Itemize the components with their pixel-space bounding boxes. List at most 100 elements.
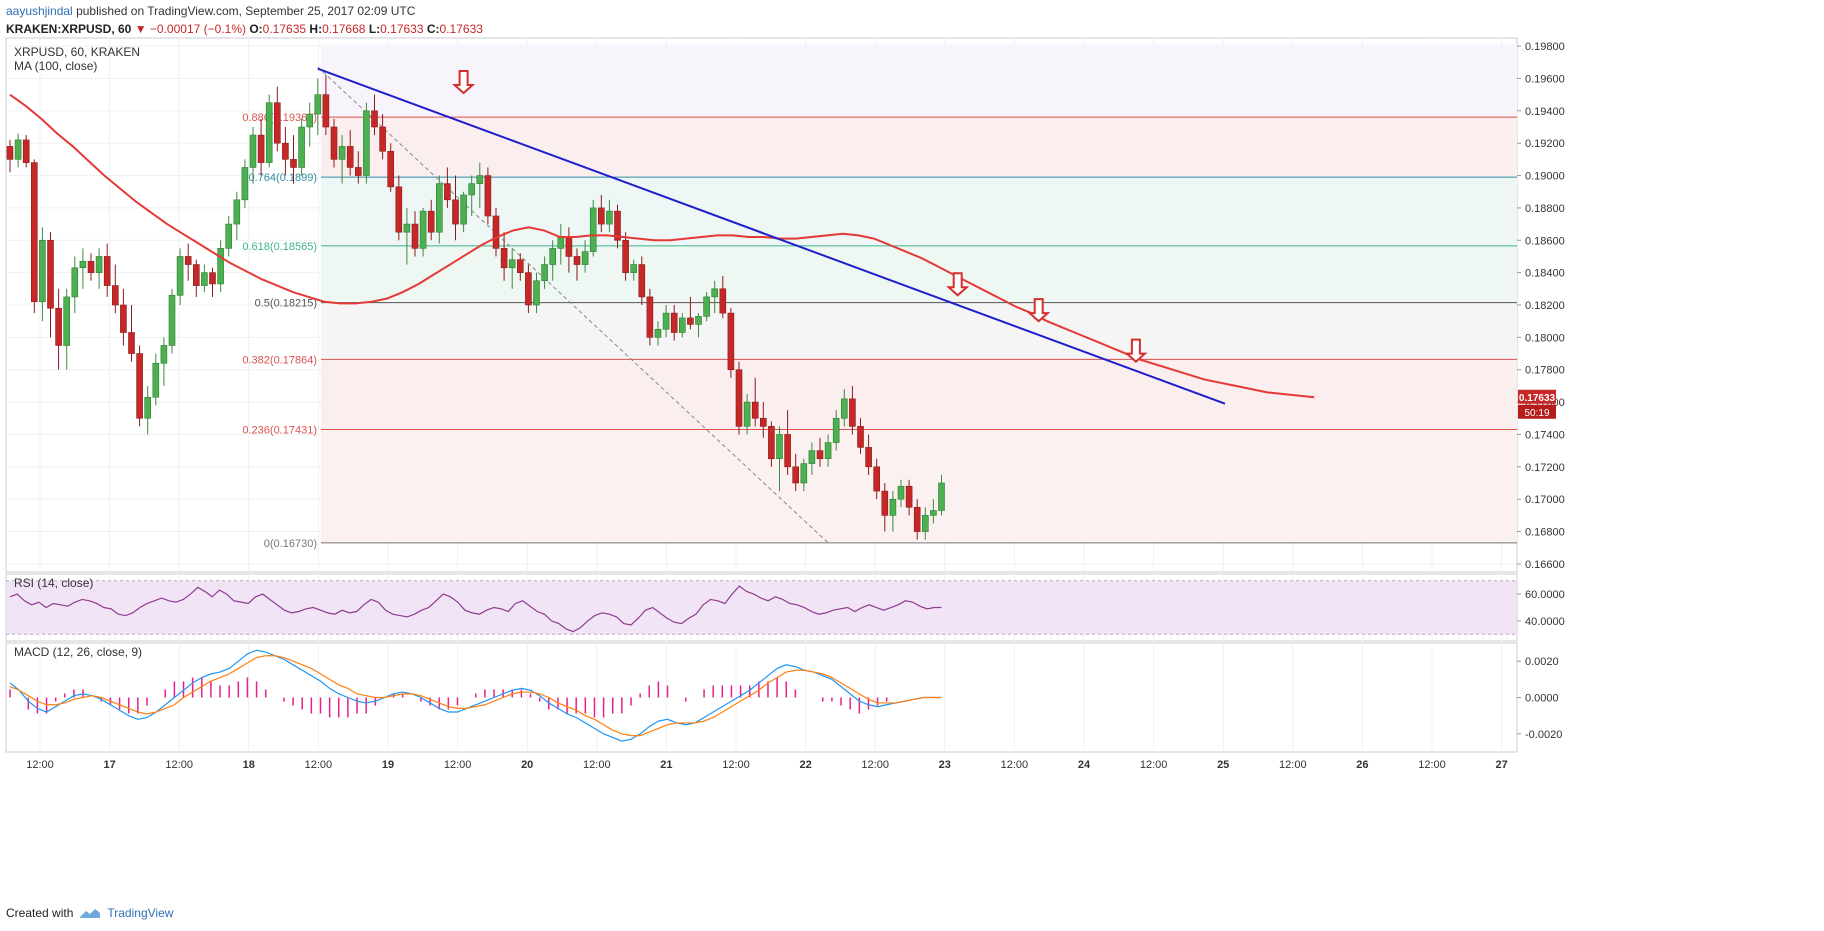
candle-body <box>711 288 719 298</box>
candle <box>776 426 783 492</box>
open-label: O: <box>249 22 263 36</box>
candle-body <box>735 369 743 427</box>
candle <box>606 199 613 233</box>
x-tick-label: 25 <box>1217 759 1229 771</box>
candle <box>500 232 508 281</box>
price-tick-label: 0.19200 <box>1525 138 1565 150</box>
fib-band <box>321 177 1517 246</box>
low-label: L: <box>368 22 381 36</box>
candle-body <box>22 139 30 163</box>
resistance-arrow-icon <box>1124 338 1148 363</box>
candle <box>152 353 160 406</box>
candle <box>687 296 694 330</box>
candle <box>22 135 30 168</box>
candle-body <box>249 134 257 168</box>
candle <box>816 437 824 467</box>
publisher-link[interactable]: aayushjindal <box>6 4 73 18</box>
fib-label: 0.382(0.17864) <box>242 354 317 366</box>
candle-body <box>241 167 249 201</box>
candle-body <box>500 248 508 269</box>
candle-body <box>144 396 151 419</box>
ma-indicator-legend: MA (100, close) <box>14 59 97 73</box>
candle <box>881 483 889 532</box>
price-tick-label: 0.17000 <box>1525 494 1565 506</box>
candle-body <box>557 236 565 249</box>
candle-body <box>112 285 119 306</box>
candle <box>39 227 46 322</box>
candle-body <box>800 463 808 484</box>
candle <box>233 191 241 241</box>
candle <box>889 491 897 532</box>
candle-body <box>476 175 484 184</box>
candle <box>865 434 872 475</box>
macd-tick-label: 0.0000 <box>1525 693 1559 705</box>
fib-band <box>321 302 1517 360</box>
fib-label: 0.5(0.18215) <box>255 298 317 310</box>
close-value: 0.17633 <box>439 22 483 36</box>
fib-band <box>321 245 1517 303</box>
candle-body <box>695 316 702 325</box>
fib-label: 0.236(0.17431) <box>242 424 317 436</box>
candle <box>460 191 467 233</box>
candle <box>265 94 273 168</box>
candle-body <box>460 194 467 225</box>
x-tick-label: 12:00 <box>165 759 193 771</box>
candle <box>581 240 589 273</box>
candle-body <box>719 288 727 314</box>
candle-body <box>47 239 54 309</box>
price-tick-label: 0.19600 <box>1525 73 1565 85</box>
candle <box>525 264 532 314</box>
candle <box>176 248 184 305</box>
candle-body <box>136 353 143 419</box>
candle-body <box>298 126 305 168</box>
candle-body <box>484 175 492 217</box>
candle <box>727 308 735 378</box>
candle <box>808 442 816 475</box>
candle-body <box>662 312 670 330</box>
candle-body <box>395 186 403 233</box>
candle-body <box>824 442 832 460</box>
candle-body <box>508 259 516 269</box>
candle <box>249 127 257 184</box>
close-label: C: <box>426 22 440 36</box>
rsi-tick-label: 60.0000 <box>1525 589 1565 601</box>
open-value: 0.17635 <box>262 22 307 36</box>
x-tick-label: 27 <box>1495 759 1507 771</box>
price-tick-label: 0.16600 <box>1525 559 1565 571</box>
candle <box>201 264 208 293</box>
candle-body <box>703 296 710 317</box>
candle-body <box>865 447 872 468</box>
candle-body <box>776 434 783 460</box>
panel-frame-2 <box>5 642 1518 753</box>
tradingview-link[interactable]: TradingView <box>107 906 174 920</box>
x-tick-label: 12:00 <box>583 759 611 771</box>
candle <box>824 434 832 467</box>
candle <box>800 458 808 492</box>
candle <box>241 159 249 208</box>
candle <box>905 479 913 516</box>
candle-body <box>525 272 532 306</box>
candle-body <box>338 146 346 160</box>
x-tick-label: 12:00 <box>444 759 472 771</box>
fib-band <box>321 359 1517 430</box>
candle-body <box>670 312 678 333</box>
high-value: 0.17668 <box>322 22 366 36</box>
candle <box>549 240 557 281</box>
candle <box>403 207 411 265</box>
candle-body <box>565 236 573 257</box>
candle <box>468 175 476 216</box>
macd-signal-line <box>9 655 942 737</box>
candle <box>87 253 95 281</box>
fib-label: 0.618(0.18565) <box>242 241 317 253</box>
candle <box>379 114 386 160</box>
candle-body <box>168 294 176 346</box>
candle <box>678 313 686 338</box>
countdown-tag <box>1518 404 1556 419</box>
candle <box>298 118 305 176</box>
candle <box>128 305 135 362</box>
price-tick-label: 0.16800 <box>1525 527 1565 539</box>
resistance-arrow-icon <box>1027 298 1051 323</box>
candle <box>857 418 864 454</box>
candle-body <box>606 210 613 225</box>
